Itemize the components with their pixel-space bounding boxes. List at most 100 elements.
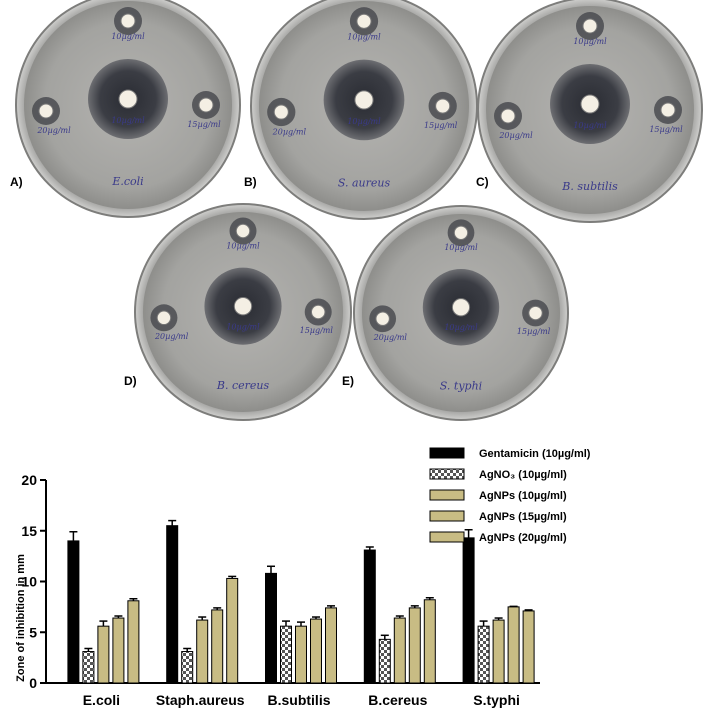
sample-disc [120,13,136,29]
petri-dish-1: 10µg/ml 10µg/ml 20µg/ml 15µg/ml E.coli A) [10,0,241,218]
y-tick-label: 15 [21,523,37,539]
x-tick-label: S.typhi [473,692,520,708]
panel-label: D) [124,374,137,388]
bar [211,609,224,684]
panel-label: C) [476,175,489,189]
label-left-dose: 20µg/ml [272,127,307,136]
organism-label: B. cereus [216,379,270,392]
x-tick-label: E.coli [83,692,120,708]
legend-label: Gentamicin (10µg/ml) [479,448,591,460]
bar [477,625,490,684]
petri-dish-5: 10µg/ml 10µg/ml 20µg/ml 15µg/ml S. typhi E) [342,205,569,421]
antibiotic-disc [354,90,374,110]
bar [522,610,535,684]
legend-swatch [429,531,465,543]
bar [196,619,209,684]
x-tick-label: B.subtilis [267,692,330,708]
bar [295,625,307,684]
label-center-dose: 10µg/ml [573,121,607,130]
bar [408,607,421,684]
inhibition-zone-bar-chart: Zone of inhibition in mm 0 5 10 15 20 E.coli S… [15,447,591,708]
bar [393,617,406,684]
label-right-dose: 15µg/ml [300,326,334,335]
petri-dish-2: 10µg/ml 10µg/ml 20µg/ml 15µg/ml S. aureus B) [244,0,478,220]
bar [507,606,520,684]
label-left-dose: 20µg/ml [154,332,189,341]
bar [166,525,179,684]
sample-disc [356,13,372,29]
petri-dish-photos: 10µg/ml10µg/ml20µg/ml15µg/mlE.coliA)10µg… [10,0,703,421]
label-left-dose: 20µg/ml [373,333,408,342]
bar [226,577,239,684]
sample-disc [235,223,251,239]
bar [112,617,125,684]
legend-label: AgNPs (20µg/ml) [479,532,567,544]
label-top-dose: 10µg/ml [347,32,381,41]
bar [265,572,277,684]
legend-swatch [429,489,465,501]
sample-disc [500,108,516,124]
label-right-dose: 15µg/ml [517,327,551,336]
petri-dish-4: 10µg/ml 10µg/ml 20µg/ml 15µg/ml B. cereus D) [124,203,352,421]
bar [325,607,337,684]
y-tick-label: 10 [21,574,37,590]
label-top-dose: 10µg/ml [226,241,260,250]
label-right-dose: 15µg/ml [424,121,458,130]
sample-disc [375,311,390,326]
bar [492,619,505,684]
legend-swatch [429,468,465,480]
panel-label: A) [10,175,23,189]
label-right-dose: 15µg/ml [649,125,683,134]
y-tick-label: 5 [29,624,37,640]
bar [310,618,322,684]
antibiotic-disc [233,297,253,316]
y-tick-label: 0 [29,675,37,691]
label-center-dose: 10µg/ml [444,323,478,332]
sample-disc [435,98,451,114]
bar [127,600,140,684]
sample-disc [310,304,326,320]
sample-disc [273,104,289,120]
sample-disc [198,97,214,113]
label-center-dose: 10µg/ml [226,322,260,331]
petri-dish-3: 10µg/ml 10µg/ml 20µg/ml 15µg/ml B. subtilis C… [476,0,703,223]
legend-swatch [429,447,465,459]
organism-label: B. subtilis [561,180,618,193]
sample-disc [38,103,54,119]
bar [423,599,436,684]
bar [363,549,376,684]
bar [97,625,110,684]
label-right-dose: 15µg/ml [187,120,221,129]
antibiotic-disc [118,89,138,109]
sample-disc [156,310,172,326]
panel-label: B) [244,175,257,189]
legend-label: AgNO₃ (10µg/ml) [479,469,567,481]
antibiotic-disc [451,298,471,317]
x-tick-label: B.cereus [368,692,427,708]
legend-label: AgNPs (10µg/ml) [479,490,567,502]
bar [462,537,475,684]
sample-disc [528,305,543,321]
sample-disc [453,225,469,240]
organism-label: S. aureus [338,177,391,190]
sample-disc [660,102,676,118]
legend-label: AgNPs (15µg/ml) [479,511,567,523]
label-top-dose: 10µg/ml [111,32,145,41]
label-top-dose: 10µg/ml [573,37,607,46]
bar [280,625,292,684]
organism-label: E.coli [111,175,143,188]
legend-swatch [429,510,465,522]
panel-label: E) [342,374,354,388]
label-center-dose: 10µg/ml [347,117,381,126]
x-tick-label: Staph.aureus [156,692,245,708]
bar [181,651,194,684]
y-tick-label: 20 [21,472,37,488]
bar [378,638,391,684]
label-left-dose: 20µg/ml [36,126,71,135]
bar [82,651,95,684]
bar [67,540,80,684]
label-center-dose: 10µg/ml [111,116,145,125]
organism-label: S. typhi [440,379,482,392]
label-left-dose: 20µg/ml [498,131,533,140]
y-axis-label: Zone of inhibition in mm [15,554,27,682]
